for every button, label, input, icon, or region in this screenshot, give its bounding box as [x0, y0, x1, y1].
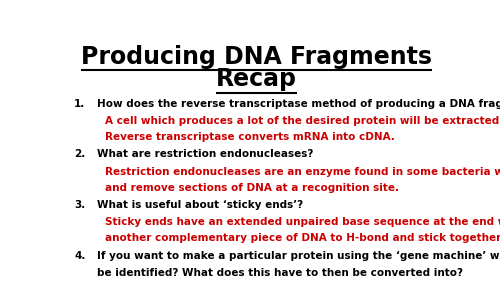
- Text: If you want to make a particular protein using the ‘gene machine’ what has to fi: If you want to make a particular protein…: [98, 251, 500, 260]
- Text: What is useful about ‘sticky ends’?: What is useful about ‘sticky ends’?: [98, 200, 304, 210]
- Text: another complementary piece of DNA to H-bond and stick together with DNA ligase.: another complementary piece of DNA to H-…: [105, 234, 500, 243]
- Text: Reverse transcriptase converts mRNA into cDNA.: Reverse transcriptase converts mRNA into…: [105, 132, 395, 142]
- Text: and remove sections of DNA at a recognition site.: and remove sections of DNA at a recognit…: [105, 183, 399, 193]
- Text: How does the reverse transcriptase method of producing a DNA fragment work?: How does the reverse transcriptase metho…: [98, 99, 500, 109]
- Text: Recap: Recap: [216, 67, 297, 91]
- Text: 4.: 4.: [74, 251, 86, 260]
- Text: A cell which produces a lot of the desired protein will be extracted and mRNA is: A cell which produces a lot of the desir…: [105, 116, 500, 126]
- Text: 2.: 2.: [74, 149, 86, 159]
- Text: be identified? What does this have to then be converted into?: be identified? What does this have to th…: [98, 268, 464, 278]
- Text: Producing DNA Fragments: Producing DNA Fragments: [81, 45, 432, 69]
- Text: What are restriction endonucleases?: What are restriction endonucleases?: [98, 149, 314, 159]
- Text: Sticky ends have an extended unpaired base sequence at the end which enable: Sticky ends have an extended unpaired ba…: [105, 217, 500, 227]
- Text: Restriction endonucleases are an enzyme found in some bacteria which is able to : Restriction endonucleases are an enzyme …: [105, 167, 500, 176]
- Text: 3.: 3.: [74, 200, 86, 210]
- Text: 1.: 1.: [74, 99, 86, 109]
